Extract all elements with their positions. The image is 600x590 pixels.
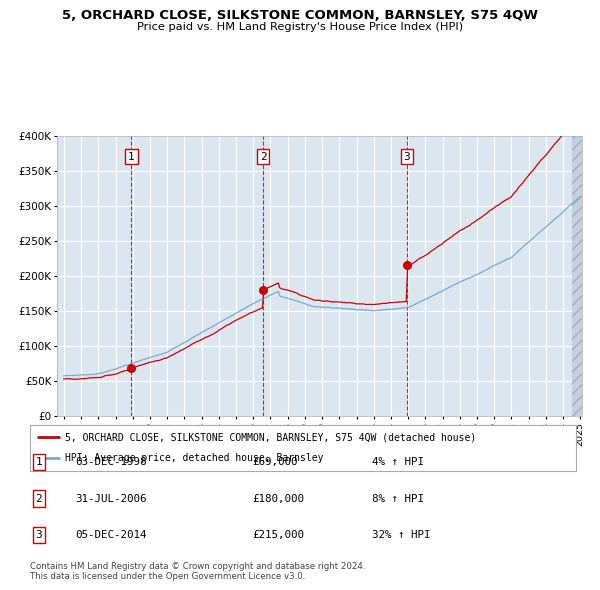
Text: 31-JUL-2006: 31-JUL-2006: [75, 494, 146, 503]
Text: £215,000: £215,000: [252, 530, 304, 540]
Text: 5, ORCHARD CLOSE, SILKSTONE COMMON, BARNSLEY, S75 4QW: 5, ORCHARD CLOSE, SILKSTONE COMMON, BARN…: [62, 9, 538, 22]
Bar: [572, 136, 589, 416]
Text: £69,000: £69,000: [252, 457, 298, 467]
Text: Price paid vs. HM Land Registry's House Price Index (HPI): Price paid vs. HM Land Registry's House …: [137, 22, 463, 32]
Text: 4% ↑ HPI: 4% ↑ HPI: [372, 457, 424, 467]
Text: 03-DEC-1998: 03-DEC-1998: [75, 457, 146, 467]
Text: Contains HM Land Registry data © Crown copyright and database right 2024.
This d: Contains HM Land Registry data © Crown c…: [30, 562, 365, 581]
Text: 3: 3: [35, 530, 43, 540]
Text: 8% ↑ HPI: 8% ↑ HPI: [372, 494, 424, 503]
Text: 05-DEC-2014: 05-DEC-2014: [75, 530, 146, 540]
Text: 1: 1: [128, 152, 135, 162]
Text: 32% ↑ HPI: 32% ↑ HPI: [372, 530, 431, 540]
Text: HPI: Average price, detached house, Barnsley: HPI: Average price, detached house, Barn…: [65, 453, 324, 463]
Text: 2: 2: [260, 152, 266, 162]
Text: 2: 2: [35, 494, 43, 503]
Text: £180,000: £180,000: [252, 494, 304, 503]
Text: 1: 1: [35, 457, 43, 467]
Text: 3: 3: [403, 152, 410, 162]
Text: 5, ORCHARD CLOSE, SILKSTONE COMMON, BARNSLEY, S75 4QW (detached house): 5, ORCHARD CLOSE, SILKSTONE COMMON, BARN…: [65, 432, 477, 442]
